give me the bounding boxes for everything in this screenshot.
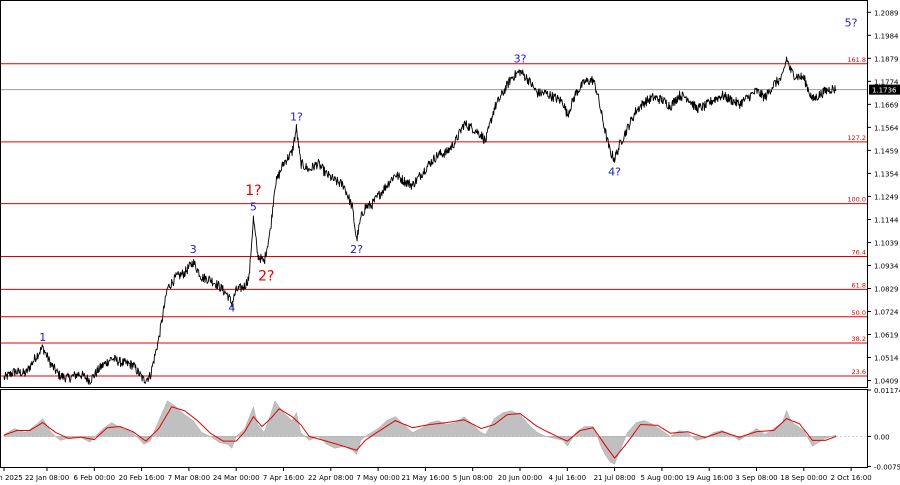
price-tick-label: 1.0934 [874,262,899,270]
price-tick-label: 1.1879 [874,55,899,63]
time-tick-label: 24 Mar 00:00 [213,474,260,482]
oscillator-panel-frame [0,389,868,468]
price-axis-ticks: 1.2089 1.1984 1.1879 1.1774 1.1669 1.1564 1.14… [868,9,899,386]
time-tick-label: 7 Mar 08:00 [168,474,210,482]
time-tick-label: 8 Jan 2025 [0,474,23,482]
time-tick-label: 20 Jun 00:00 [498,474,542,482]
current-price-label: 1.1736 [872,87,897,95]
wave-label: 2? [350,243,363,256]
fib-level-label: 161.8 [847,56,866,64]
time-tick-label: 4 Jul 16:00 [549,474,587,482]
time-tick-label: 6 Feb 00:00 [74,474,115,482]
time-tick-label: 21 Jul 08:00 [594,474,636,482]
price-series-line [3,56,837,385]
wave-label: 4 [228,301,235,314]
chart-frame [0,0,868,468]
wave-label: 1 [39,331,46,344]
time-tick-label: 18 Sep 00:00 [780,474,827,482]
wave-label: 1? [245,183,261,199]
osc-tick-label: -0.00759 [874,463,900,471]
fib-level-label: 61.8 [852,281,866,289]
time-tick-label: 21 May 16:00 [401,474,449,482]
current-price-tag [869,84,900,95]
osc-signal-line [3,406,837,459]
price-tick-label: 1.1039 [874,239,899,247]
wave-label: 3? [514,52,527,65]
price-tick-label: 1.1669 [874,101,899,109]
time-tick-label: 5 Aug 00:00 [641,474,684,482]
price-tick-label: 1.0409 [874,378,899,386]
fib-level-label: 100.0 [847,196,866,204]
price-tick-label: 1.1354 [874,170,899,178]
time-tick-label: 20 Feb 16:00 [119,474,165,482]
price-tick-label: 1.0724 [874,308,899,316]
time-tick-label: 22 Apr 08:00 [308,474,354,482]
wave-label: 5 [250,200,257,213]
oscillator-panel [3,400,837,465]
time-tick-label: 7 May 00:00 [356,474,400,482]
price-tick-label: 1.1564 [874,124,899,132]
time-tick-label: 5 Jun 08:00 [453,474,493,482]
fibonacci-levels: 161.8 127.2 100.0 76.4 61.8 50.0 38.2 23.6 1.173… [0,56,900,377]
price-tick-label: 1.0829 [874,285,899,293]
price-tick-label: 1.1774 [874,78,899,86]
price-tick-label: 1.0619 [874,332,899,340]
time-tick-label: 2 Oct 16:00 [831,474,872,482]
price-panel-frame [0,0,868,388]
wave-label: 5? [845,16,858,29]
fib-level-label: 127.2 [847,134,866,142]
price-tick-label: 1.2089 [874,9,899,17]
price-tick-label: 1.1459 [874,147,899,155]
wave-label: 4? [608,165,621,178]
fib-level-label: 38.2 [852,335,866,343]
time-tick-label: 7 Apr 16:00 [263,474,304,482]
fib-level-label: 50.0 [852,309,866,317]
time-tick-label: 3 Sep 08:00 [735,474,777,482]
time-tick-label: 19 Aug 16:00 [686,474,733,482]
wave-label: 1? [290,111,303,124]
price-tick-label: 1.0514 [874,355,899,363]
time-tick-label: 22 Jan 08:00 [25,474,69,482]
price-tick-label: 1.1144 [874,216,899,224]
wave-label: 3 [190,243,197,256]
price-tick-label: 1.1984 [874,32,899,40]
fib-level-label: 23.6 [852,368,866,376]
price-tick-label: 1.1249 [874,193,899,201]
osc-histogram [3,400,837,465]
wave-label: 2? [258,269,274,285]
osc-tick-label: 0.01174 [874,387,900,395]
price-panel [3,56,837,385]
fib-level-label: 76.4 [852,248,866,256]
osc-tick-label: 0.00 [874,433,890,441]
